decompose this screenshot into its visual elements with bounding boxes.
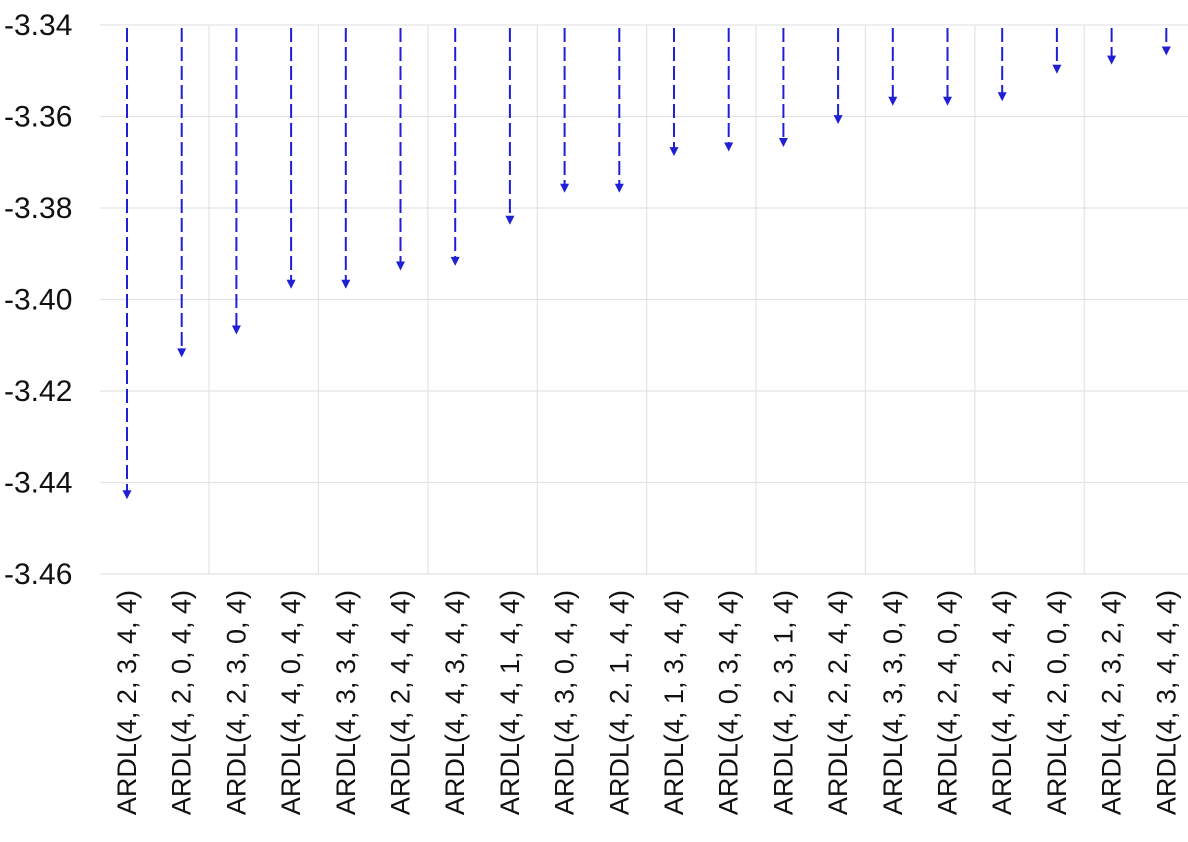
x-tick-label: ARDL(4, 3, 3, 4, 4)	[331, 590, 361, 815]
data-point	[724, 142, 734, 152]
data-point	[286, 279, 296, 289]
y-tick-label: -3.42	[4, 375, 72, 408]
y-tick-label: -3.46	[4, 558, 72, 591]
x-tick-label: ARDL(4, 4, 0, 4, 4)	[276, 590, 306, 815]
data-point	[341, 279, 351, 289]
x-tick-label: ARDL(4, 0, 3, 4, 4)	[714, 590, 744, 815]
y-tick-label: -3.44	[4, 467, 72, 500]
data-point	[177, 348, 187, 358]
data-point	[231, 325, 241, 335]
data-point	[1161, 46, 1171, 56]
data-point	[833, 115, 843, 125]
y-tick-label: -3.38	[4, 192, 72, 225]
data-point	[122, 490, 132, 500]
x-tick-label: ARDL(4, 4, 3, 4, 4)	[440, 590, 470, 815]
x-axis-tick-labels: ARDL(4, 2, 3, 4, 4) ARDL(4, 2, 0, 4, 4) AR…	[112, 590, 1181, 815]
x-tick-label: ARDL(4, 2, 0, 0, 4)	[1042, 590, 1072, 815]
y-tick-label: -3.36	[4, 101, 72, 134]
data-point	[614, 183, 624, 193]
x-tick-label: ARDL(4, 1, 3, 4, 4)	[659, 590, 689, 815]
data-point	[560, 183, 570, 193]
grid	[100, 24, 1188, 575]
x-tick-label: ARDL(4, 2, 0, 4, 4)	[167, 590, 197, 815]
data-point	[396, 261, 405, 271]
data-point	[669, 147, 679, 157]
x-tick-label: ARDL(4, 2, 4, 0, 4)	[933, 590, 963, 815]
data-point	[778, 137, 788, 147]
series	[122, 28, 1171, 500]
data-point	[943, 96, 952, 106]
x-tick-label: ARDL(4, 2, 3, 1, 4)	[768, 590, 798, 815]
data-point	[1052, 64, 1062, 74]
x-tick-label: ARDL(4, 2, 3, 4, 4)	[112, 590, 142, 815]
x-tick-label: ARDL(4, 2, 3, 0, 4)	[221, 590, 251, 815]
data-point	[505, 215, 515, 225]
y-tick-label: -3.34	[4, 9, 72, 42]
x-tick-label: ARDL(4, 2, 3, 2, 4)	[1097, 590, 1127, 815]
y-tick-label: -3.40	[4, 284, 72, 317]
x-tick-label: ARDL(4, 4, 2, 4, 4)	[987, 590, 1017, 815]
data-point	[888, 96, 898, 106]
data-point	[450, 256, 460, 266]
x-tick-label: ARDL(4, 3, 0, 4, 4)	[550, 590, 580, 815]
y-axis-tick-labels: -3.34 -3.36 -3.38 -3.40 -3.42 -3.44 -3.46	[4, 9, 72, 591]
data-point	[1107, 55, 1117, 65]
x-tick-label: ARDL(4, 2, 1, 4, 4)	[604, 590, 634, 815]
x-tick-label: ARDL(4, 2, 2, 4, 4)	[823, 590, 853, 815]
x-tick-label: ARDL(4, 4, 1, 4, 4)	[495, 590, 525, 815]
data-point	[997, 92, 1007, 102]
x-tick-label: ARDL(4, 3, 3, 0, 4)	[878, 590, 908, 815]
x-tick-label: ARDL(4, 2, 4, 4, 4)	[386, 590, 416, 815]
x-tick-label: ARDL(4, 3, 4, 4, 4)	[1151, 590, 1181, 815]
